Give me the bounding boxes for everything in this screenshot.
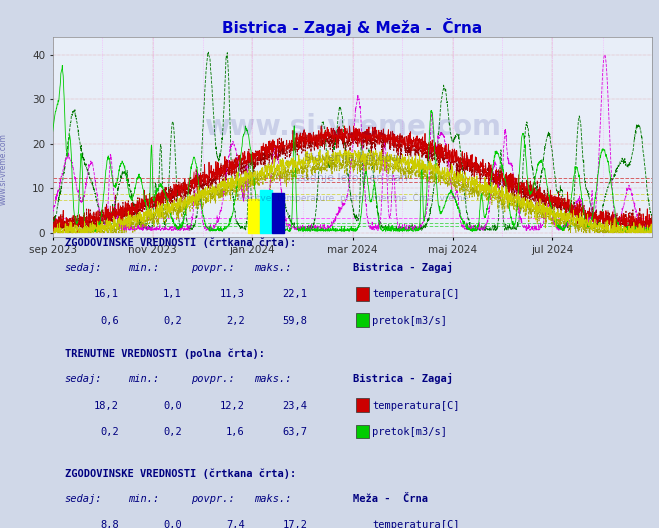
Text: sedaj:: sedaj: (65, 494, 102, 504)
Text: povpr.:: povpr.: (190, 374, 235, 384)
Text: Slovenija / skupaj: Slovenija / skupaj (304, 153, 401, 163)
Text: Meritve: temperature  pretok merilne  Črna  vreme: Meritve: temperature pretok merilne Črna… (237, 193, 469, 203)
FancyBboxPatch shape (356, 314, 369, 327)
Text: min.:: min.: (128, 494, 159, 504)
Text: 0,0: 0,0 (163, 401, 182, 411)
Text: povpr.:: povpr.: (190, 263, 235, 272)
Bar (260, 191, 272, 233)
Text: 0,0: 0,0 (163, 521, 182, 528)
Text: 63,7: 63,7 (283, 427, 308, 437)
Text: povpr.:: povpr.: (190, 494, 235, 504)
Text: temperatura[C]: temperatura[C] (372, 401, 460, 411)
Text: 18,2: 18,2 (94, 401, 119, 411)
Text: maks.:: maks.: (254, 494, 291, 504)
Text: www.si-vreme.com: www.si-vreme.com (0, 133, 8, 205)
Text: temperatura[C]: temperatura[C] (372, 521, 460, 528)
Text: Bistrica - Zagaj: Bistrica - Zagaj (353, 373, 453, 384)
Text: 16,1: 16,1 (94, 289, 119, 299)
FancyBboxPatch shape (356, 425, 369, 438)
Text: 17,2: 17,2 (283, 521, 308, 528)
Title: Bistrica - Zagaj & Meža -  Črna: Bistrica - Zagaj & Meža - Črna (223, 18, 482, 36)
Text: 0,2: 0,2 (100, 427, 119, 437)
Text: Bistrica - Zagaj: Bistrica - Zagaj (353, 262, 453, 272)
FancyBboxPatch shape (356, 399, 369, 412)
Text: TRENUTNE VREDNOSTI (polna črta):: TRENUTNE VREDNOSTI (polna črta): (65, 348, 265, 359)
Text: 59,8: 59,8 (283, 316, 308, 326)
Text: 0,2: 0,2 (163, 316, 182, 326)
Text: min.:: min.: (128, 263, 159, 272)
Text: www.si-vreme.com: www.si-vreme.com (204, 113, 501, 141)
Text: min.:: min.: (128, 374, 159, 384)
Text: maks.:: maks.: (254, 263, 291, 272)
Text: 11,3: 11,3 (219, 289, 244, 299)
Text: 2,2: 2,2 (226, 316, 244, 326)
Text: 0,6: 0,6 (100, 316, 119, 326)
Text: Meža -  Črna: Meža - Črna (353, 494, 428, 504)
Text: 1,6: 1,6 (226, 427, 244, 437)
Bar (272, 193, 283, 233)
Text: 12,2: 12,2 (219, 401, 244, 411)
Bar (248, 200, 260, 233)
Text: sedaj:: sedaj: (65, 374, 102, 384)
Text: sedaj:: sedaj: (65, 263, 102, 272)
Text: ZGODOVINSKE VREDNOSTI (črtkana črta):: ZGODOVINSKE VREDNOSTI (črtkana črta): (65, 237, 296, 248)
Text: 8,8: 8,8 (100, 521, 119, 528)
Text: 7,4: 7,4 (226, 521, 244, 528)
Text: ZGODOVINSKE VREDNOSTI (črtkana črta):: ZGODOVINSKE VREDNOSTI (črtkana črta): (65, 468, 296, 479)
FancyBboxPatch shape (356, 518, 369, 528)
Text: zadnje leto / en dan: zadnje leto / en dan (297, 173, 408, 183)
Text: temperatura[C]: temperatura[C] (372, 289, 460, 299)
Text: 23,4: 23,4 (283, 401, 308, 411)
FancyBboxPatch shape (356, 287, 369, 300)
Text: 0,2: 0,2 (163, 427, 182, 437)
Text: pretok[m3/s]: pretok[m3/s] (372, 427, 447, 437)
Text: 22,1: 22,1 (283, 289, 308, 299)
Text: pretok[m3/s]: pretok[m3/s] (372, 316, 447, 326)
Text: 1,1: 1,1 (163, 289, 182, 299)
Text: maks.:: maks.: (254, 374, 291, 384)
